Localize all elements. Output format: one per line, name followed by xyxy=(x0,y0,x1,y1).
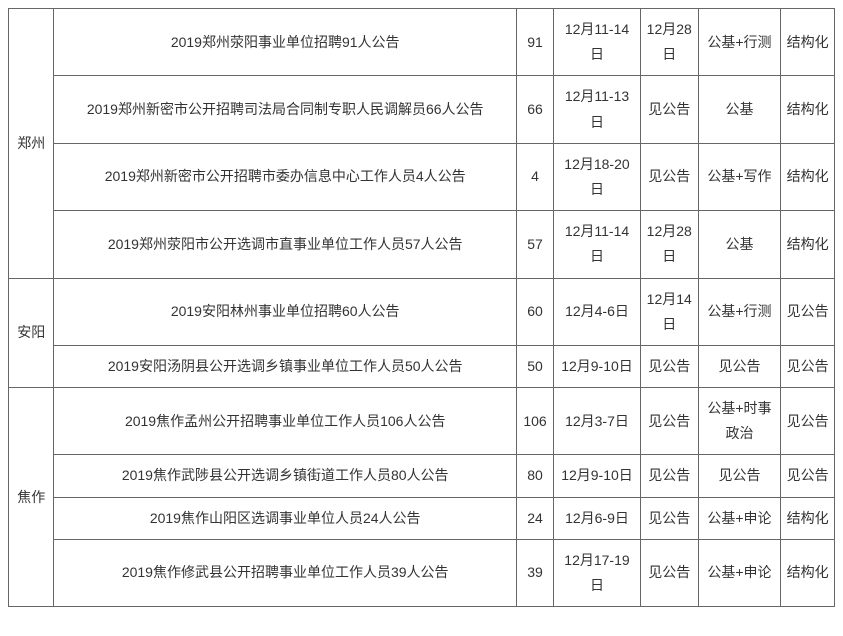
table-row: 2019郑州新密市公开招聘市委办信息中心工作人员4人公告412月18-20日见公… xyxy=(9,143,835,210)
table-row: 焦作2019焦作孟州公开招聘事业单位工作人员106人公告10612月3-7日见公… xyxy=(9,388,835,455)
table-row: 2019安阳汤阴县公开选调乡镇事业单位工作人员50人公告5012月9-10日见公… xyxy=(9,345,835,387)
cell-title: 2019安阳林州事业单位招聘60人公告 xyxy=(54,278,517,345)
table-row: 郑州2019郑州荥阳事业单位招聘91人公告9112月11-14日12月28日公基… xyxy=(9,9,835,76)
cell-title: 2019焦作武陟县公开选调乡镇街道工作人员80人公告 xyxy=(54,455,517,497)
table-row: 2019焦作山阳区选调事业单位人员24人公告2412月6-9日见公告公基+申论结… xyxy=(9,497,835,539)
cell-subj: 公基+行测 xyxy=(698,9,781,76)
cell-date1: 12月11-13日 xyxy=(554,76,641,143)
cell-date1: 12月3-7日 xyxy=(554,388,641,455)
cell-subj: 公基+时事政治 xyxy=(698,388,781,455)
cell-region: 安阳 xyxy=(9,278,54,388)
cell-title: 2019郑州荥阳市公开选调市直事业单位工作人员57人公告 xyxy=(54,211,517,278)
cell-form: 结构化 xyxy=(781,9,835,76)
cell-title: 2019安阳汤阴县公开选调乡镇事业单位工作人员50人公告 xyxy=(54,345,517,387)
cell-form: 结构化 xyxy=(781,539,835,606)
cell-title: 2019郑州新密市公开招聘市委办信息中心工作人员4人公告 xyxy=(54,143,517,210)
cell-date2: 见公告 xyxy=(640,497,698,539)
table-row: 2019郑州荥阳市公开选调市直事业单位工作人员57人公告5712月11-14日1… xyxy=(9,211,835,278)
cell-num: 106 xyxy=(516,388,553,455)
cell-num: 91 xyxy=(516,9,553,76)
cell-region: 焦作 xyxy=(9,388,54,607)
cell-date1: 12月11-14日 xyxy=(554,9,641,76)
cell-title: 2019焦作修武县公开招聘事业单位工作人员39人公告 xyxy=(54,539,517,606)
cell-title: 2019焦作山阳区选调事业单位人员24人公告 xyxy=(54,497,517,539)
cell-num: 39 xyxy=(516,539,553,606)
cell-date2: 见公告 xyxy=(640,76,698,143)
cell-form: 见公告 xyxy=(781,388,835,455)
cell-date1: 12月17-19日 xyxy=(554,539,641,606)
cell-subj: 见公告 xyxy=(698,345,781,387)
cell-title: 2019郑州新密市公开招聘司法局合同制专职人民调解员66人公告 xyxy=(54,76,517,143)
cell-date1: 12月18-20日 xyxy=(554,143,641,210)
cell-subj: 公基+写作 xyxy=(698,143,781,210)
cell-subj: 见公告 xyxy=(698,455,781,497)
cell-num: 57 xyxy=(516,211,553,278)
cell-date1: 12月6-9日 xyxy=(554,497,641,539)
cell-date2: 12月28日 xyxy=(640,211,698,278)
cell-num: 24 xyxy=(516,497,553,539)
cell-num: 4 xyxy=(516,143,553,210)
cell-num: 80 xyxy=(516,455,553,497)
cell-date1: 12月9-10日 xyxy=(554,455,641,497)
table-row: 2019郑州新密市公开招聘司法局合同制专职人民调解员66人公告6612月11-1… xyxy=(9,76,835,143)
cell-subj: 公基 xyxy=(698,76,781,143)
cell-date1: 12月9-10日 xyxy=(554,345,641,387)
table-row: 2019焦作武陟县公开选调乡镇街道工作人员80人公告8012月9-10日见公告见… xyxy=(9,455,835,497)
cell-form: 见公告 xyxy=(781,278,835,345)
cell-subj: 公基+申论 xyxy=(698,497,781,539)
cell-subj: 公基+行测 xyxy=(698,278,781,345)
cell-form: 见公告 xyxy=(781,455,835,497)
cell-num: 66 xyxy=(516,76,553,143)
cell-num: 60 xyxy=(516,278,553,345)
cell-date2: 见公告 xyxy=(640,388,698,455)
cell-region: 郑州 xyxy=(9,9,54,279)
cell-date2: 见公告 xyxy=(640,455,698,497)
cell-subj: 公基+申论 xyxy=(698,539,781,606)
cell-date1: 12月11-14日 xyxy=(554,211,641,278)
cell-title: 2019焦作孟州公开招聘事业单位工作人员106人公告 xyxy=(54,388,517,455)
cell-form: 结构化 xyxy=(781,211,835,278)
cell-num: 50 xyxy=(516,345,553,387)
cell-form: 结构化 xyxy=(781,76,835,143)
recruitment-table: 郑州2019郑州荥阳事业单位招聘91人公告9112月11-14日12月28日公基… xyxy=(8,8,835,607)
cell-date2: 12月28日 xyxy=(640,9,698,76)
cell-date2: 见公告 xyxy=(640,143,698,210)
cell-form: 结构化 xyxy=(781,497,835,539)
cell-form: 结构化 xyxy=(781,143,835,210)
cell-subj: 公基 xyxy=(698,211,781,278)
table-row: 2019焦作修武县公开招聘事业单位工作人员39人公告3912月17-19日见公告… xyxy=(9,539,835,606)
cell-form: 见公告 xyxy=(781,345,835,387)
cell-date2: 见公告 xyxy=(640,539,698,606)
cell-date2: 12月14日 xyxy=(640,278,698,345)
table-row: 安阳2019安阳林州事业单位招聘60人公告6012月4-6日12月14日公基+行… xyxy=(9,278,835,345)
cell-date1: 12月4-6日 xyxy=(554,278,641,345)
cell-title: 2019郑州荥阳事业单位招聘91人公告 xyxy=(54,9,517,76)
cell-date2: 见公告 xyxy=(640,345,698,387)
